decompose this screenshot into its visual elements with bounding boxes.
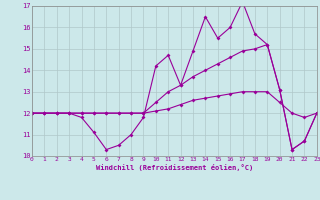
X-axis label: Windchill (Refroidissement éolien,°C): Windchill (Refroidissement éolien,°C) (96, 164, 253, 171)
